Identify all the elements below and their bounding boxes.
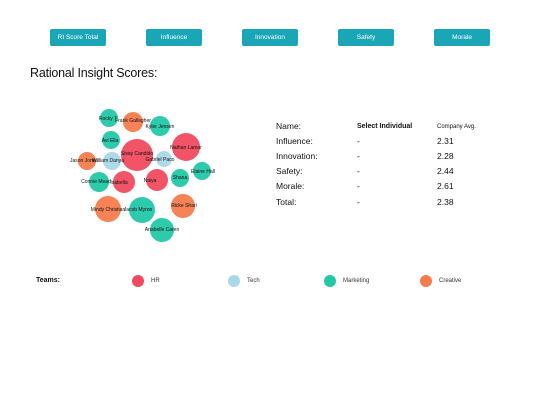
bubble-nathan-lamar[interactable] — [172, 133, 200, 161]
bubble-william-danya[interactable] — [103, 152, 121, 170]
bubble-ricke-shari[interactable] — [171, 194, 195, 218]
score-row-avg: 2.31 — [437, 136, 454, 146]
name-label: Name: — [276, 121, 302, 131]
bubble-frank-gallagher[interactable] — [123, 112, 143, 132]
legend-label: Tech — [247, 278, 260, 284]
bubble-label: Sisay Candido — [121, 151, 153, 157]
bubble-jacob-myron[interactable] — [129, 197, 155, 223]
score-row-label: Safety: — [276, 166, 303, 176]
bubble-label: Jason Jones — [70, 158, 99, 164]
page-title: Rational Insight Scores: — [30, 66, 158, 80]
bubble-label: Gabriel Paco — [146, 157, 175, 163]
score-row-value: - — [357, 181, 360, 191]
score-row-label: Innovation: — [276, 151, 318, 161]
bubble-jason-jones[interactable] — [78, 152, 96, 170]
score-row-value: - — [357, 151, 360, 161]
team-legend: Teams: HR Tech Marketing Creative — [0, 272, 540, 292]
bubble-connie-mead[interactable] — [89, 172, 109, 192]
bubble-avi-ella[interactable] — [102, 131, 120, 149]
score-row-value: - — [357, 166, 360, 176]
score-tab-bar: RI Score Total Influence Innovation Safe… — [0, 29, 540, 46]
legend-title: Teams: — [36, 277, 60, 284]
bubble-isabella[interactable] — [113, 171, 135, 193]
score-row-label: Total: — [276, 197, 297, 207]
bubble-label: Kyler Jensen — [146, 124, 175, 130]
selected-individual-value: Select Individual — [357, 123, 413, 130]
bubble-label: Rocky T — [99, 116, 117, 122]
score-row-value: - — [357, 197, 360, 207]
bubble-sisay-candido[interactable] — [121, 139, 153, 171]
score-row-avg: 2.44 — [437, 166, 454, 176]
bubble-shana[interactable] — [171, 169, 189, 187]
score-row-avg: 2.28 — [437, 151, 454, 161]
bubble-label: Mindy Christian — [91, 207, 126, 213]
bubble-label: Shana — [173, 175, 188, 181]
bubble-gabriel-paco[interactable] — [156, 151, 172, 167]
bubble-naiya[interactable] — [146, 169, 168, 191]
legend-label: HR — [151, 278, 160, 284]
bubble-label: Frank Gallagher — [115, 118, 151, 124]
bubble-label: Anabelle Caren — [145, 227, 180, 233]
bubble-kyler-jensen[interactable] — [150, 116, 170, 136]
bubble-label: Ricke Shari — [171, 203, 197, 209]
score-row-avg: 2.61 — [437, 181, 454, 191]
bubble-label: Avi Ella — [102, 138, 119, 144]
score-row-label: Influence: — [276, 136, 313, 146]
legend-label: Marketing — [343, 278, 370, 284]
tab-ri-score-total[interactable]: RI Score Total — [50, 29, 106, 46]
tab-influence[interactable]: Influence — [146, 29, 202, 46]
bubble-mindy-christian[interactable] — [95, 196, 121, 222]
bubble-label: Jacob Myron — [124, 207, 153, 213]
legend-dot-marketing — [324, 275, 336, 287]
score-row-label: Morale: — [276, 181, 305, 191]
legend-dot-creative — [420, 275, 432, 287]
legend-label: Creative — [439, 278, 462, 284]
bubble-label: Connie Mead — [81, 179, 111, 185]
legend-dot-hr — [132, 275, 144, 287]
legend-dot-tech — [228, 275, 240, 287]
bubble-label: Nathan Lamar — [170, 145, 202, 151]
bubble-label: Naiya — [144, 178, 157, 184]
company-avg-header: Company Avg. — [437, 124, 476, 130]
tab-innovation[interactable]: Innovation — [242, 29, 298, 46]
score-row-value: - — [357, 136, 360, 146]
bubble-anabelle-caren[interactable] — [150, 218, 174, 242]
bubble-label: Elaine Hall — [191, 169, 215, 175]
tab-morale[interactable]: Morale — [434, 29, 490, 46]
bubble-rocky-t[interactable] — [100, 109, 118, 127]
bubble-label: William Danya — [92, 158, 124, 164]
tab-safety[interactable]: Safety — [338, 29, 394, 46]
score-row-avg: 2.38 — [437, 197, 454, 207]
bubble-label: Isabella — [110, 180, 127, 186]
bubble-elaine-hall[interactable] — [193, 162, 211, 180]
